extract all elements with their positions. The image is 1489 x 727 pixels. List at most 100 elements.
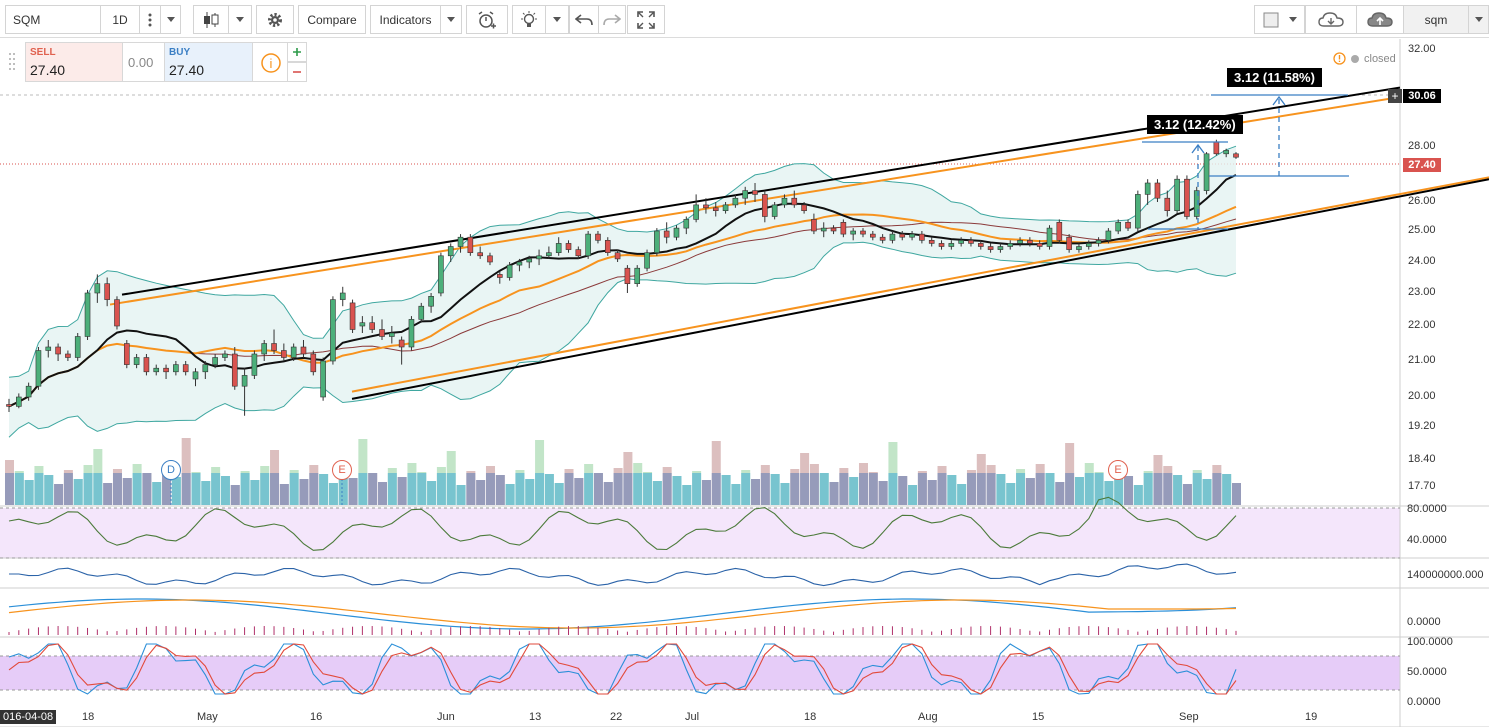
volume-avg-bar [1016, 473, 1026, 505]
interval-select[interactable]: 1D [100, 5, 140, 34]
volume-avg-bar [240, 473, 250, 505]
symbol-input[interactable]: SQM [5, 5, 101, 34]
volume-avg-bar [1153, 473, 1163, 505]
interval-more-icon[interactable] [139, 5, 161, 34]
info-button[interactable]: i [252, 42, 288, 82]
candle-body [693, 204, 699, 220]
ideas-dropdown[interactable] [545, 5, 569, 34]
sell-price: 27.40 [30, 62, 66, 78]
volume-avg-bar [701, 480, 711, 505]
volume-avg-bar [328, 483, 338, 505]
redo-button[interactable] [598, 5, 626, 34]
chart-canvas[interactable] [0, 39, 1489, 727]
price-axis-label: 26.00 [1408, 195, 1436, 207]
save-layout-button[interactable] [1356, 5, 1404, 34]
layout-dropdown[interactable] [1468, 5, 1489, 34]
time-axis-label: 15 [1032, 711, 1045, 723]
compare-button[interactable]: Compare [298, 5, 366, 34]
drag-handle-icon[interactable] [7, 42, 17, 82]
candle-body [673, 227, 680, 238]
square-icon [1263, 12, 1278, 27]
volume-avg-bar [721, 475, 731, 505]
price-axis-label: 24.00 [1408, 255, 1436, 267]
candle-body [909, 233, 915, 238]
candle-body [35, 350, 42, 387]
candle-body [418, 305, 425, 320]
candle-body [1233, 153, 1239, 158]
fullscreen-button[interactable] [627, 5, 665, 34]
undo-button[interactable] [569, 5, 599, 34]
fullscreen-icon [637, 10, 655, 29]
price-axis-label: 28.00 [1408, 140, 1436, 152]
chart-type-dropdown[interactable] [228, 5, 252, 34]
volume-avg-bar [407, 473, 417, 505]
volume-avg-bar [1035, 473, 1045, 505]
indicators-button[interactable]: Indicators [370, 5, 441, 34]
ideas-button[interactable] [512, 5, 546, 34]
volume-avg-bar [731, 484, 741, 505]
sell-label: SELL [30, 47, 56, 58]
price-axis-label: 20.00 [1408, 390, 1436, 402]
drawing-style-button[interactable] [1254, 5, 1305, 34]
candle-body [732, 197, 739, 206]
volume-avg-bar [780, 483, 790, 505]
measure-badge-upper: 3.12 (11.58%) [1227, 68, 1322, 87]
buy-button[interactable]: BUY 27.40 [164, 42, 253, 82]
measure-arrowhead [1191, 143, 1205, 154]
chart-type-button[interactable] [193, 5, 229, 34]
volume-avg-bar [760, 473, 770, 505]
trend-channel-lower-black [351, 178, 1489, 400]
chart-area[interactable] [0, 39, 1489, 727]
volume-avg-bar [211, 473, 221, 505]
candle-body [25, 385, 32, 398]
chevron-down-icon [1474, 17, 1483, 22]
candle-body [202, 364, 209, 373]
volume-avg-bar [417, 473, 427, 505]
volume-avg-bar [152, 482, 162, 505]
candle-body [173, 364, 179, 373]
candle-body [55, 346, 61, 355]
candle-body [94, 283, 101, 294]
volume-avg-bar [1074, 477, 1084, 505]
plus-icon [293, 48, 301, 56]
layout-name-button[interactable]: sqm [1403, 5, 1469, 34]
candle-body [349, 302, 356, 330]
candle-body [791, 197, 798, 206]
add-level-icon[interactable]: + [1388, 89, 1402, 103]
volume-avg-bar [93, 473, 103, 505]
candle-body [830, 227, 837, 232]
candle-body [987, 246, 994, 250]
candle-body [860, 230, 866, 235]
cloud-download-icon [1318, 11, 1344, 27]
dividend-marker[interactable]: D [161, 460, 181, 480]
market-status: closed [1333, 52, 1396, 65]
volume-avg-bar [1124, 476, 1134, 505]
candle-body [919, 233, 925, 241]
increase-quantity-button[interactable] [287, 42, 307, 62]
warning-icon [1333, 52, 1346, 65]
volume-avg-bar [623, 473, 633, 505]
interval-dropdown[interactable] [160, 5, 181, 34]
time-axis-label: 18 [82, 711, 95, 723]
price-axis-label: 19.20 [1408, 420, 1436, 432]
alert-button[interactable] [466, 5, 508, 34]
candle-body [1203, 153, 1210, 191]
spread-value: 0.00 [128, 55, 154, 70]
candle-body [683, 219, 690, 229]
candle-body [840, 222, 847, 235]
candle-body [104, 283, 110, 300]
volume-avg-bar [338, 473, 348, 505]
chevron-down-icon [553, 17, 561, 22]
volume-avg-bar [436, 473, 446, 505]
volume-avg-bar [201, 481, 211, 505]
ma-10-line [8, 174, 1237, 408]
volume-avg-bar [250, 480, 260, 505]
load-layout-button[interactable] [1305, 5, 1357, 34]
earnings-marker[interactable]: E [332, 460, 352, 480]
volume-avg-bar [692, 473, 702, 505]
decrease-quantity-button[interactable] [287, 62, 307, 82]
settings-button[interactable] [256, 5, 294, 34]
sell-button[interactable]: SELL 27.40 [25, 42, 123, 82]
indicators-dropdown[interactable] [440, 5, 462, 34]
earnings-marker[interactable]: E [1108, 460, 1128, 480]
